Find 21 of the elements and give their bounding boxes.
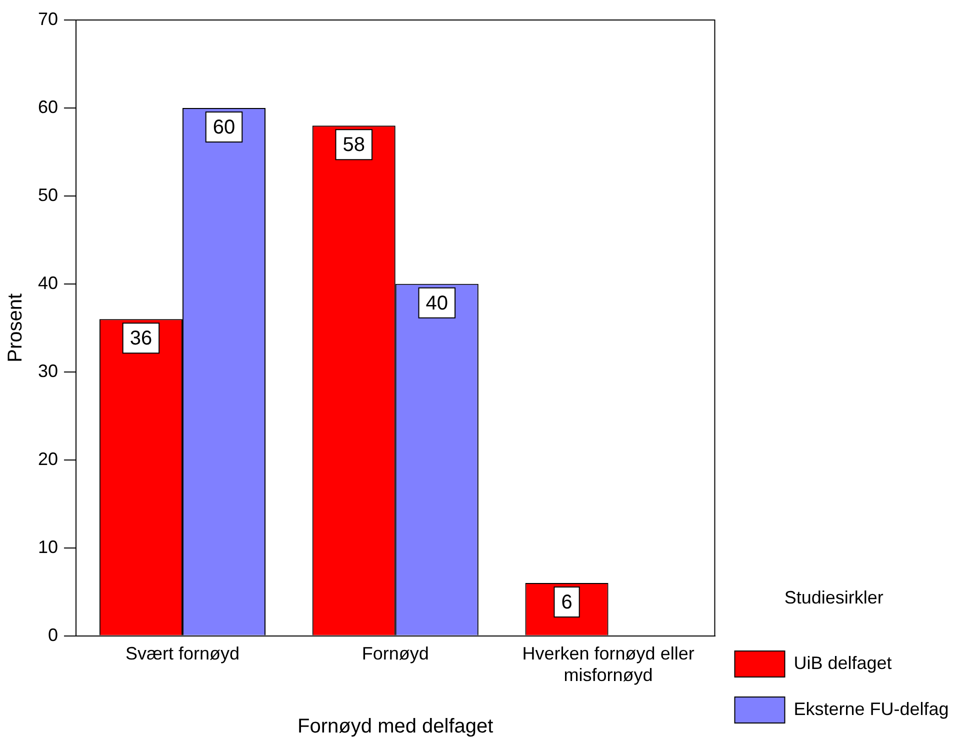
data-label: 36: [130, 328, 152, 350]
legend-title: Studiesirkler: [784, 587, 884, 608]
y-tick-label: 70: [38, 8, 58, 29]
data-label: 58: [342, 134, 365, 156]
y-tick-label: 50: [38, 184, 58, 205]
y-axis-title: Prosent: [4, 293, 27, 362]
x-tick-label: Hverken fornøyd eller misfornøyd: [522, 644, 694, 686]
x-axis-title: Fornøyd med delfaget: [298, 716, 494, 738]
legend-label: Eksterne FU-delfag: [794, 698, 949, 719]
y-tick-label: 10: [38, 536, 58, 557]
data-label: 6: [561, 592, 572, 614]
x-tick-label: Svært fornøyd: [125, 644, 240, 664]
data-label: 40: [426, 292, 448, 314]
x-tick-label: Fornøyd: [362, 644, 429, 664]
data-label: 60: [212, 116, 236, 138]
y-tick-label: 20: [38, 448, 58, 469]
y-tick-label: 40: [38, 272, 58, 293]
y-tick-label: 0: [48, 624, 58, 645]
legend-label: UiB delfaget: [794, 652, 892, 673]
y-tick-label: 60: [38, 96, 58, 117]
y-tick-label: 30: [38, 360, 58, 381]
